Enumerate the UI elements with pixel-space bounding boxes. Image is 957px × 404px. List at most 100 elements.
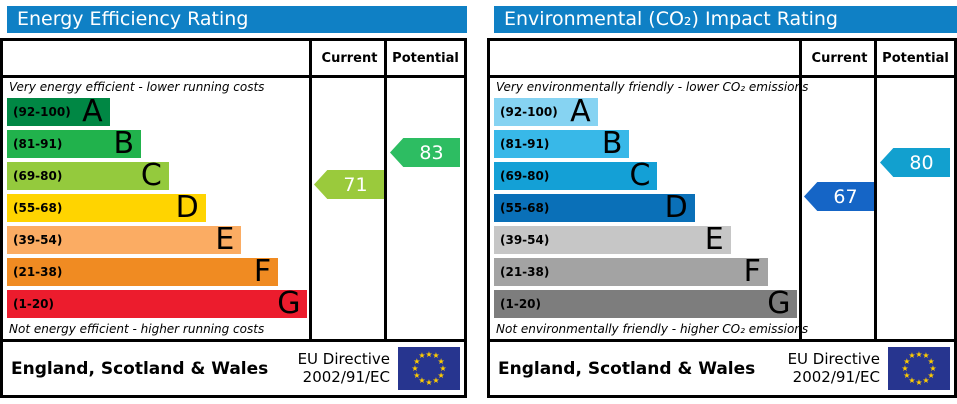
band-range-label: (1-20) [500,297,541,311]
current-rating-arrow: 71 [314,170,384,199]
eu-directive-line1: EU Directive [297,349,390,368]
band-letter: B [113,126,135,161]
potential-column-header: Potential [882,50,949,66]
eu-star-icon: ★ [411,363,419,373]
eu-star-icon: ★ [413,370,421,380]
eu-star-icon: ★ [908,375,916,385]
current-rating-value: 71 [343,173,368,196]
band-range-label: (21-38) [500,265,550,279]
eu-star-icon: ★ [915,349,923,359]
band-range-label: (81-91) [500,137,550,151]
potential-rating-value: 83 [419,141,444,164]
eu-star-icon: ★ [927,370,935,380]
rating-table: Current Potential Very energy efficient … [0,38,467,398]
region-label: England, Scotland & Wales [498,358,756,379]
eu-star-icon: ★ [413,356,421,366]
band-range-label: (39-54) [13,233,63,247]
spacer-cell [490,41,802,75]
table-header-row: Current Potential [490,41,954,78]
rating-table: Current Potential Very environmentally f… [487,38,957,398]
band-range-label: (92-100) [500,105,558,119]
column-divider [384,41,387,339]
eu-star-icon: ★ [922,351,930,361]
band-letter: D [175,190,199,225]
current-rating-value: 67 [833,185,858,208]
eu-star-icon: ★ [922,375,930,385]
band-B: (81-91) B [494,129,630,159]
band-letter: F [743,254,761,289]
band-E: (39-54) E [494,222,731,257]
spacer-cell [3,41,312,75]
rating-body: Very energy efficient - lower running co… [3,78,464,339]
eu-star-icon: ★ [437,356,445,366]
eu-star-icon: ★ [929,363,937,373]
band-letter: C [140,158,162,193]
eu-star-icon: ★ [439,363,447,373]
eu-star-icon: ★ [437,370,445,380]
band-letter: E [704,222,724,257]
band-D: (55-68) D [494,190,695,225]
eu-star-icon: ★ [915,377,923,387]
band-D: (55-68) D [7,190,206,225]
eu-star-icon: ★ [425,349,433,359]
band-C: (69-80) C [494,161,658,191]
eu-star-icon: ★ [432,375,440,385]
band-range-label: (39-54) [500,233,550,247]
band-G: (1-20) G [7,286,308,321]
band-range-label: (21-38) [13,265,63,279]
column-divider [874,41,877,339]
eu-directive-label: EU Directive 2002/91/EC [787,349,880,386]
band-letter: E [215,222,235,257]
band-range-label: (69-80) [13,169,63,183]
band-range-label: (55-68) [13,201,63,215]
table-footer: England, Scotland & Wales EU Directive 2… [3,339,464,395]
current-column-header: Current [811,50,868,66]
band-E: (39-54) E [7,222,242,257]
column-divider [309,41,312,339]
table-footer: England, Scotland & Wales EU Directive 2… [490,339,954,395]
column-divider [799,41,802,339]
eu-star-icon: ★ [425,377,433,387]
eu-directive-label: EU Directive 2002/91/EC [297,349,390,386]
table-header-row: Current Potential [3,41,464,78]
eu-star-icon: ★ [418,351,426,361]
band-letter: A [570,94,591,129]
band-range-label: (1-20) [13,297,54,311]
energy-efficiency-panel: Energy Efficiency Rating Current Potenti… [0,6,467,398]
band-F: (21-38) F [494,254,768,289]
band-range-label: (92-100) [13,105,71,119]
eu-star-icon: ★ [901,363,909,373]
eu-star-icon: ★ [418,375,426,385]
eu-star-icon: ★ [432,351,440,361]
band-letter: F [253,254,272,289]
eu-star-icon: ★ [908,351,916,361]
top-caption: Very environmentally friendly - lower CO… [496,80,809,94]
bottom-caption: Not environmentally friendly - higher CO… [496,322,809,336]
potential-rating-value: 80 [909,151,934,174]
eu-directive-line2: 2002/91/EC [792,367,880,386]
band-G: (1-20) G [494,286,798,321]
current-rating-arrow: 67 [804,182,874,211]
eu-flag: ★ ★ ★ ★ ★ ★ ★ ★ ★ ★ ★ ★ [888,347,950,390]
region-label: England, Scotland & Wales [11,358,269,379]
band-letter: G [767,286,791,321]
band-A: (92-100) A [494,94,598,129]
band-letter: G [277,286,301,321]
band-range-label: (81-91) [13,137,63,151]
band-F: (21-38) F [7,254,279,289]
band-letter: D [664,190,688,225]
eu-star-icon: ★ [903,356,911,366]
band-range-label: (55-68) [500,201,550,215]
top-caption: Very energy efficient - lower running co… [9,80,265,94]
rating-bands: (92-100) A (81-91) B (69-80) C (55-68) D (39-54)… [494,94,799,322]
rating-body: Very environmentally friendly - lower CO… [490,78,954,339]
eu-directive-line1: EU Directive [787,349,880,368]
potential-rating-arrow: 83 [390,138,460,167]
band-A: (92-100) A [7,94,110,129]
band-B: (81-91) B [7,126,142,161]
band-letter: A [82,94,103,129]
environmental-impact-panel: Environmental (CO₂) Impact Rating Curren… [487,6,957,398]
potential-rating-arrow: 80 [880,148,950,177]
current-column-header: Current [321,50,378,66]
